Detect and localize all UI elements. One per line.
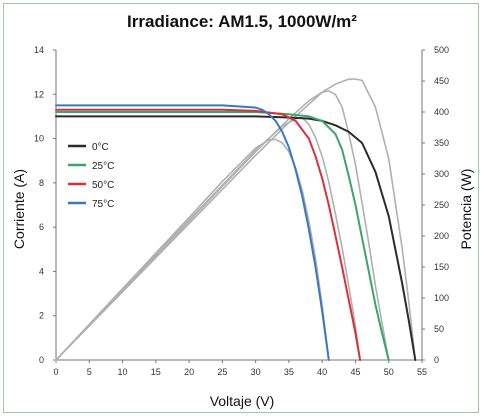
chart-title: Irradiance: AM1.5, 1000W/m² [127, 12, 357, 31]
y-tick-label: 0 [39, 355, 44, 365]
x-tick-label: 30 [251, 367, 261, 377]
power-curve-6 [55, 116, 361, 361]
series-layer [55, 78, 417, 361]
current-curve-2 [55, 108, 362, 361]
x-tick-label: 15 [151, 367, 161, 377]
y2-axis-label: Potencia (W) [458, 169, 474, 250]
current-curve-0 [55, 115, 417, 361]
current-curve-3 [55, 104, 330, 361]
legend-label: 25°C [92, 161, 114, 172]
legend: 0°C 25°C 50°C 75°C [68, 142, 114, 210]
x-tick-label: 25 [217, 367, 227, 377]
y2-tick-label: 250 [434, 200, 449, 210]
y-tick-label: 12 [34, 89, 44, 99]
legend-label: 50°C [92, 180, 114, 191]
y2-tick-label: 0 [434, 355, 439, 365]
y2-tick-label: 500 [434, 45, 449, 55]
y-tick-label: 14 [34, 45, 44, 55]
y2-tick-label: 350 [434, 138, 449, 148]
y-tick-label: 2 [39, 311, 44, 321]
y-tick-label: 10 [34, 134, 44, 144]
y2-tick-label: 300 [434, 169, 449, 179]
x-tick-label: 20 [184, 367, 194, 377]
y-tick-label: 8 [39, 178, 44, 188]
y2-tick-label: 50 [434, 324, 444, 334]
x-tick-label: 45 [350, 367, 360, 377]
y-tick-label: 4 [39, 266, 44, 276]
x-tick-label: 50 [384, 367, 394, 377]
x-tick-label: 55 [417, 367, 427, 377]
y2-tick-label: 100 [434, 293, 449, 303]
legend-label: 75°C [92, 199, 114, 210]
x-tick-label: 10 [118, 367, 128, 377]
y-axis-label: Corriente (A) [11, 169, 27, 249]
y2-tick-label: 400 [434, 107, 449, 117]
power-curve-4 [55, 78, 417, 361]
power-curve-5 [55, 90, 390, 361]
current-curve-1 [55, 111, 390, 361]
y2-tick-label: 150 [434, 262, 449, 272]
x-tick-label: 5 [87, 367, 92, 377]
x-axis-label: Voltaje (V) [210, 393, 275, 409]
x-tick-label: 35 [284, 367, 294, 377]
x-tick-label: 0 [53, 367, 58, 377]
y-tick-label: 6 [39, 222, 44, 232]
power-curve-7 [55, 138, 330, 361]
legend-label: 0°C [92, 142, 109, 153]
y2-tick-label: 450 [434, 76, 449, 86]
y2-tick-label: 200 [434, 231, 449, 241]
chart-frame [3, 3, 479, 413]
x-tick-label: 40 [317, 367, 327, 377]
